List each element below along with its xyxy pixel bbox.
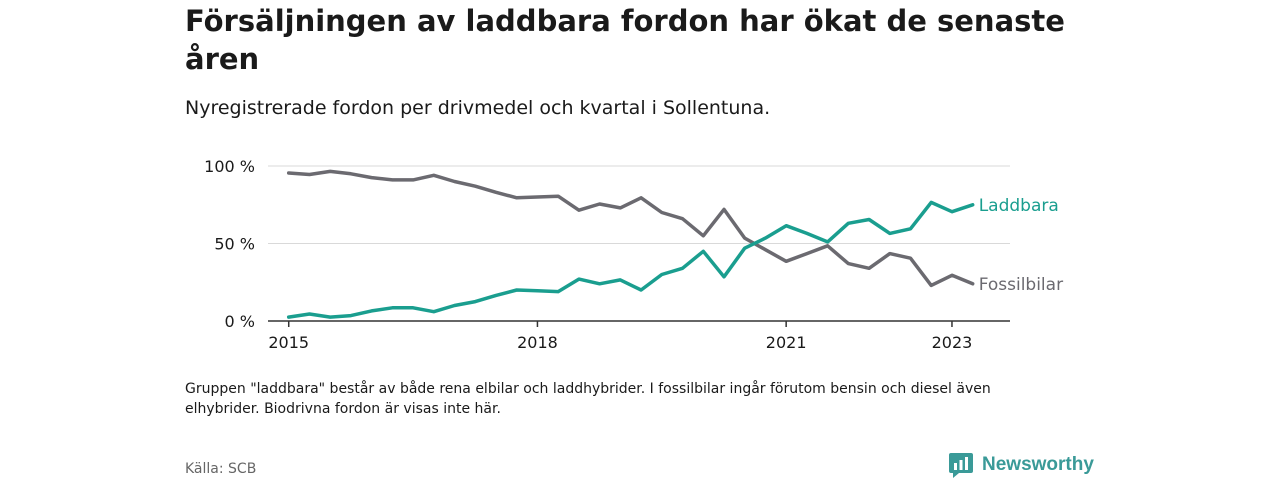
series-labels: Laddbara Fossilbilar	[979, 196, 1063, 295]
series-label-laddbara: Laddbara	[979, 196, 1059, 216]
x-tick-label: 2021	[766, 333, 807, 352]
footnote: Gruppen "laddbara" består av både rena e…	[185, 381, 991, 417]
x-tick-label: 2018	[517, 333, 558, 352]
y-tick-label: 50 %	[214, 235, 255, 254]
axes: 0 % 50 % 100 % 2015 2018 2021 2023	[204, 157, 1010, 352]
newsworthy-logo: Newsworthy	[948, 451, 1094, 479]
y-tick-label: 100 %	[204, 157, 255, 176]
y-tick-label: 0 %	[225, 312, 255, 331]
x-tick-label: 2015	[268, 333, 309, 352]
x-tick-label: 2023	[932, 333, 973, 352]
chart-title: Försäljningen av laddbara fordon har öka…	[185, 4, 1065, 76]
series-line-laddbara	[286, 200, 975, 319]
chart-subtitle: Nyregistrerade fordon per drivmedel och …	[185, 97, 771, 119]
series-line-fossil	[286, 169, 975, 288]
series-lines	[286, 169, 975, 319]
series-label-fossil: Fossilbilar	[979, 275, 1063, 295]
gridlines	[268, 165, 1010, 244]
newsworthy-logo-icon	[949, 453, 973, 478]
brand-name: Newsworthy	[982, 454, 1094, 475]
source-text: Källa: SCB	[185, 461, 257, 477]
